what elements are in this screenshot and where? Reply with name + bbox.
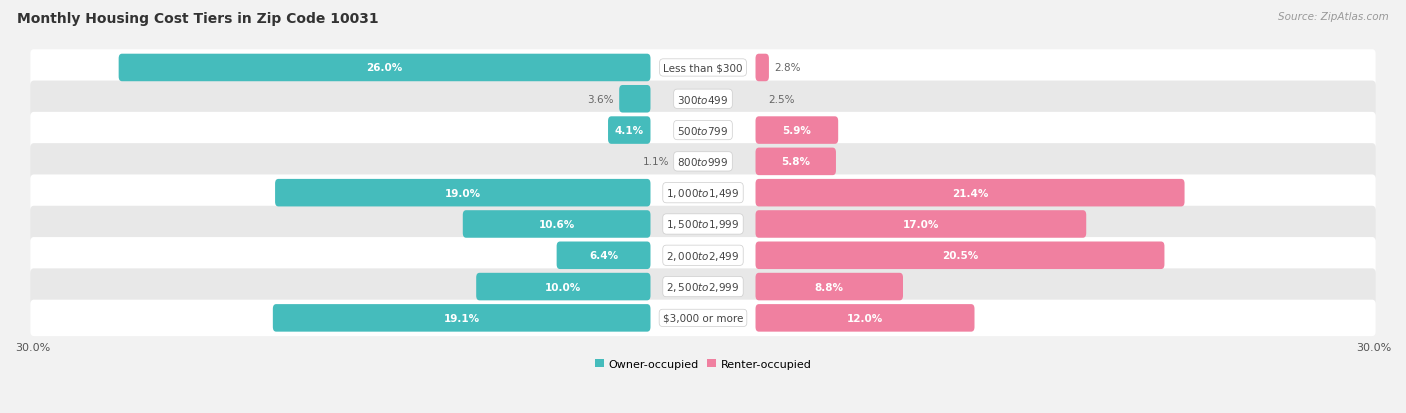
FancyBboxPatch shape [31, 144, 1375, 180]
Text: 19.0%: 19.0% [444, 188, 481, 198]
FancyBboxPatch shape [755, 211, 1087, 238]
FancyBboxPatch shape [755, 242, 1164, 269]
FancyBboxPatch shape [755, 55, 769, 82]
Text: 12.0%: 12.0% [846, 313, 883, 323]
Text: $2,500 to $2,999: $2,500 to $2,999 [666, 280, 740, 293]
Legend: Owner-occupied, Renter-occupied: Owner-occupied, Renter-occupied [591, 355, 815, 373]
Text: 8.8%: 8.8% [814, 282, 844, 292]
Text: 2.5%: 2.5% [768, 95, 794, 104]
Text: 17.0%: 17.0% [903, 219, 939, 229]
Text: $2,000 to $2,499: $2,000 to $2,499 [666, 249, 740, 262]
FancyBboxPatch shape [31, 175, 1375, 211]
FancyBboxPatch shape [118, 55, 651, 82]
FancyBboxPatch shape [31, 113, 1375, 149]
FancyBboxPatch shape [31, 300, 1375, 336]
FancyBboxPatch shape [31, 206, 1375, 242]
Text: Less than $300: Less than $300 [664, 63, 742, 73]
Text: Monthly Housing Cost Tiers in Zip Code 10031: Monthly Housing Cost Tiers in Zip Code 1… [17, 12, 378, 26]
FancyBboxPatch shape [557, 242, 651, 269]
Text: 10.0%: 10.0% [546, 282, 582, 292]
Text: 21.4%: 21.4% [952, 188, 988, 198]
Text: 5.9%: 5.9% [782, 126, 811, 136]
FancyBboxPatch shape [31, 81, 1375, 118]
FancyBboxPatch shape [755, 304, 974, 332]
Text: 3.6%: 3.6% [588, 95, 613, 104]
Text: 1.1%: 1.1% [643, 157, 669, 167]
Text: 26.0%: 26.0% [367, 63, 402, 73]
Text: 20.5%: 20.5% [942, 251, 979, 261]
FancyBboxPatch shape [273, 304, 651, 332]
FancyBboxPatch shape [31, 269, 1375, 305]
Text: 4.1%: 4.1% [614, 126, 644, 136]
Text: $3,000 or more: $3,000 or more [662, 313, 744, 323]
FancyBboxPatch shape [463, 211, 651, 238]
FancyBboxPatch shape [477, 273, 651, 301]
FancyBboxPatch shape [755, 117, 838, 145]
Text: $300 to $499: $300 to $499 [678, 93, 728, 105]
FancyBboxPatch shape [276, 180, 651, 207]
FancyBboxPatch shape [619, 86, 651, 113]
Text: Source: ZipAtlas.com: Source: ZipAtlas.com [1278, 12, 1389, 22]
FancyBboxPatch shape [755, 273, 903, 301]
FancyBboxPatch shape [31, 237, 1375, 274]
FancyBboxPatch shape [755, 180, 1184, 207]
Text: $500 to $799: $500 to $799 [678, 125, 728, 137]
Text: 19.1%: 19.1% [444, 313, 479, 323]
FancyBboxPatch shape [31, 50, 1375, 86]
Text: $800 to $999: $800 to $999 [678, 156, 728, 168]
Text: $1,500 to $1,999: $1,500 to $1,999 [666, 218, 740, 231]
Text: 10.6%: 10.6% [538, 219, 575, 229]
Text: 2.8%: 2.8% [775, 63, 801, 73]
Text: $1,000 to $1,499: $1,000 to $1,499 [666, 187, 740, 200]
Text: 5.8%: 5.8% [782, 157, 810, 167]
Text: 6.4%: 6.4% [589, 251, 619, 261]
FancyBboxPatch shape [755, 148, 837, 176]
FancyBboxPatch shape [607, 117, 651, 145]
